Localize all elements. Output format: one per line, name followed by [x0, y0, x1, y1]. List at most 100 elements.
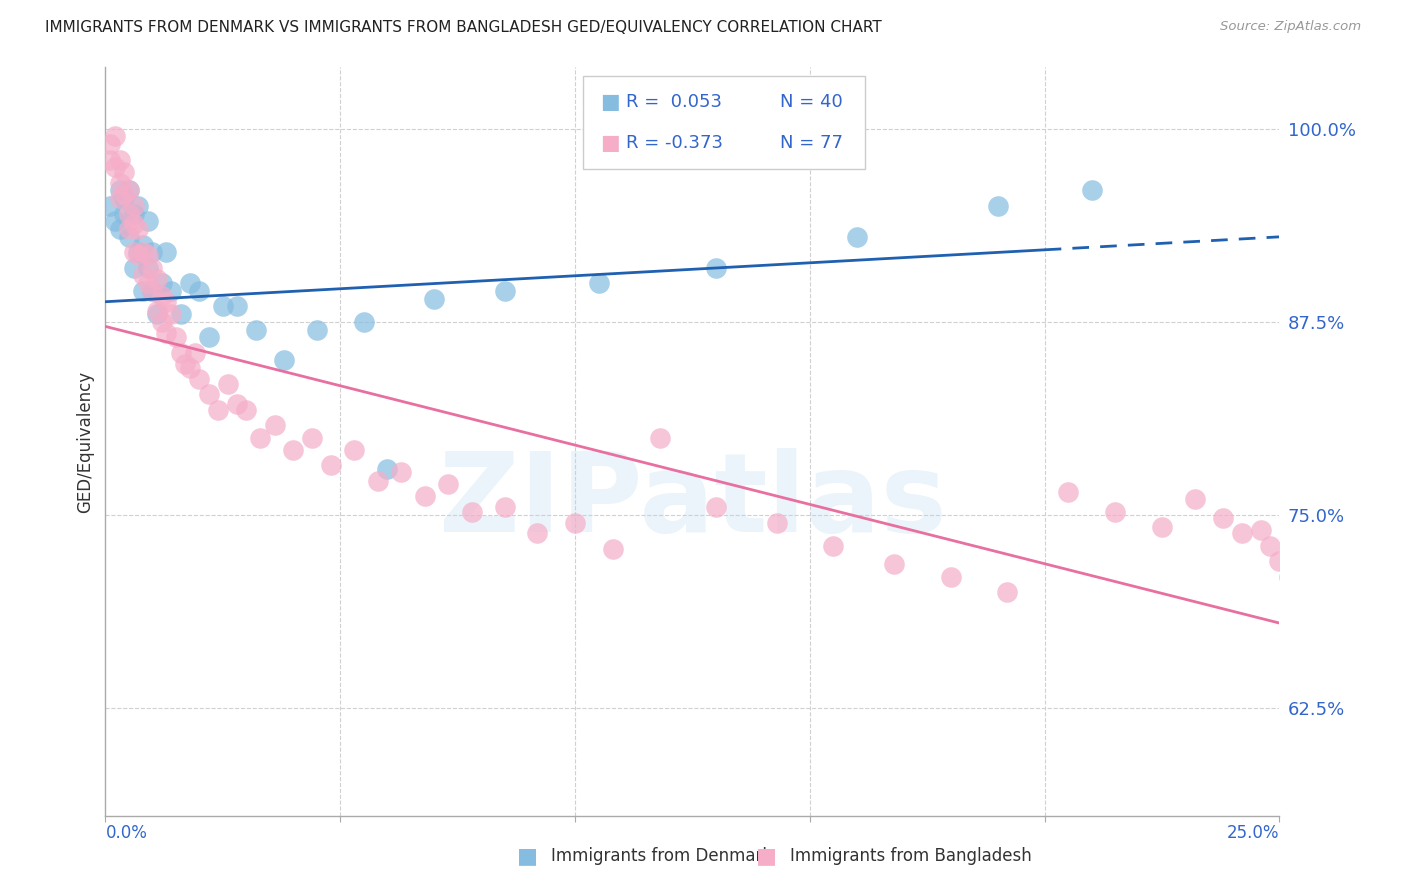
Point	[1315, 628, 1337, 642]
Point	[136, 248, 159, 262]
Point	[127, 222, 149, 236]
Point	[136, 276, 159, 290]
Point	[188, 284, 211, 298]
Point	[160, 284, 183, 298]
Point	[132, 245, 155, 260]
Point	[108, 153, 131, 167]
Point	[136, 214, 159, 228]
Point	[1286, 585, 1309, 599]
Point	[987, 199, 1010, 213]
Text: ■: ■	[517, 847, 537, 866]
Point	[118, 184, 141, 198]
Point	[766, 516, 789, 530]
Point	[226, 397, 249, 411]
Point	[141, 284, 163, 298]
Point	[104, 161, 127, 175]
Point	[273, 353, 295, 368]
Point	[526, 526, 548, 541]
Text: ■: ■	[600, 92, 620, 112]
Point	[136, 260, 159, 275]
Point	[118, 207, 141, 221]
Point	[169, 307, 191, 321]
Point	[160, 307, 183, 321]
Text: ■: ■	[600, 133, 620, 153]
Point	[1230, 526, 1253, 541]
Point	[301, 431, 323, 445]
Point	[1080, 184, 1102, 198]
Text: IMMIGRANTS FROM DENMARK VS IMMIGRANTS FROM BANGLADESH GED/EQUIVALENCY CORRELATIO: IMMIGRANTS FROM DENMARK VS IMMIGRANTS FR…	[45, 20, 882, 35]
Point	[146, 307, 169, 321]
Text: Source: ZipAtlas.com: Source: ZipAtlas.com	[1220, 20, 1361, 33]
Point	[174, 357, 197, 371]
Point	[98, 199, 121, 213]
Text: ZIPatlas: ZIPatlas	[439, 448, 946, 555]
Point	[494, 500, 516, 515]
Point	[127, 248, 149, 262]
Point	[1278, 570, 1301, 584]
Text: Immigrants from Denmark: Immigrants from Denmark	[551, 847, 772, 865]
Point	[1104, 505, 1126, 519]
Point	[704, 260, 727, 275]
Text: R =  0.053: R = 0.053	[626, 93, 721, 111]
Point	[141, 284, 163, 298]
Point	[413, 489, 436, 503]
Point	[112, 191, 135, 205]
Point	[127, 199, 149, 213]
Point	[305, 322, 328, 336]
Point	[118, 184, 141, 198]
Point	[648, 431, 671, 445]
Point	[704, 500, 727, 515]
Point	[146, 271, 169, 285]
Point	[146, 304, 169, 318]
Point	[197, 387, 219, 401]
Point	[211, 299, 233, 313]
Point	[179, 361, 201, 376]
Point	[1150, 520, 1173, 534]
Point	[112, 186, 135, 201]
Point	[122, 260, 145, 275]
Point	[188, 372, 211, 386]
Point	[104, 129, 127, 144]
Point	[122, 218, 145, 232]
Point	[226, 299, 249, 313]
Point	[155, 245, 177, 260]
Point	[588, 276, 610, 290]
Point	[155, 326, 177, 340]
Point	[197, 330, 219, 344]
Point	[1306, 613, 1329, 627]
Point	[375, 461, 398, 475]
Point	[245, 322, 267, 336]
Point	[104, 214, 127, 228]
Point	[108, 222, 131, 236]
Point	[564, 516, 586, 530]
Point	[118, 230, 141, 244]
Point	[263, 418, 285, 433]
Point	[141, 260, 163, 275]
Point	[823, 539, 845, 553]
Text: R = -0.373: R = -0.373	[626, 135, 723, 153]
Point	[1268, 554, 1291, 568]
Point	[602, 541, 624, 556]
Point	[1184, 492, 1206, 507]
Point	[98, 153, 121, 167]
Point	[150, 315, 173, 329]
Point	[122, 199, 145, 213]
Point	[108, 184, 131, 198]
Point	[1258, 539, 1281, 553]
Text: 0.0%: 0.0%	[105, 824, 148, 842]
Y-axis label: GED/Equivalency: GED/Equivalency	[76, 370, 94, 513]
Point	[389, 465, 412, 479]
Point	[108, 191, 131, 205]
Point	[939, 570, 962, 584]
Point	[132, 284, 155, 298]
Point	[108, 176, 131, 190]
Point	[1057, 484, 1080, 499]
Point	[112, 207, 135, 221]
Point	[150, 288, 173, 302]
Point	[207, 402, 229, 417]
Point	[112, 165, 135, 179]
Point	[845, 230, 868, 244]
Point	[169, 345, 191, 359]
Point	[461, 505, 484, 519]
Point	[1212, 511, 1234, 525]
